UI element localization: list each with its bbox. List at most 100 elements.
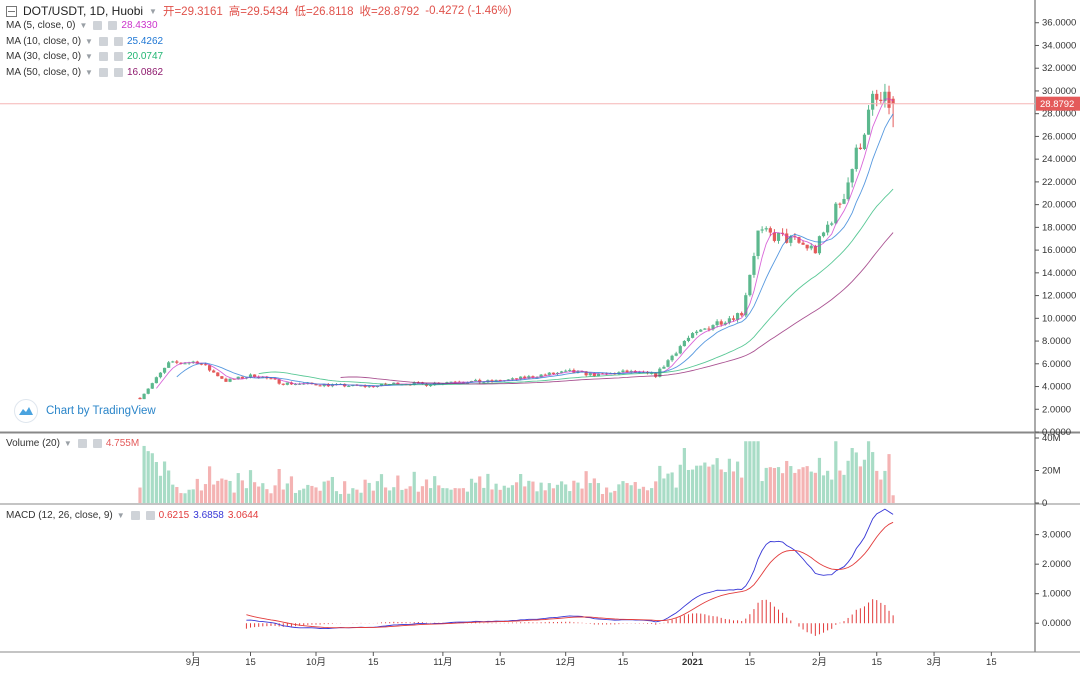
candle-body bbox=[797, 237, 801, 243]
volume-bar bbox=[277, 468, 281, 503]
chevron-down-icon[interactable]: ▼ bbox=[116, 511, 125, 520]
time-tick-label: 2021 bbox=[682, 657, 704, 668]
volume-bar bbox=[195, 478, 199, 503]
candle-body bbox=[150, 383, 154, 389]
candle-body bbox=[846, 182, 850, 200]
settings-icon[interactable] bbox=[77, 439, 87, 448]
volume-bar bbox=[539, 482, 543, 503]
close-icon[interactable] bbox=[113, 52, 123, 61]
volume-bar bbox=[678, 464, 682, 503]
low-value: 低=26.8118 bbox=[294, 6, 354, 18]
volume-bar bbox=[789, 466, 793, 503]
candle-body bbox=[756, 230, 760, 257]
volume-bar bbox=[285, 483, 289, 503]
ma5-legend[interactable]: MA (5, close, 0) ▼ 28.4330 bbox=[6, 20, 158, 31]
close-icon[interactable] bbox=[113, 37, 123, 46]
volume-legend[interactable]: Volume (20) ▼ 4.755M bbox=[6, 438, 139, 449]
candle-body bbox=[519, 376, 523, 380]
volume-bar bbox=[445, 488, 449, 503]
close-icon[interactable] bbox=[145, 511, 155, 520]
volume-bar bbox=[682, 448, 686, 503]
time-tick-label: 11月 bbox=[433, 657, 452, 668]
volume-bar bbox=[490, 489, 494, 503]
candle-body bbox=[809, 245, 813, 249]
symbol-label[interactable]: DOT/USDT, 1D, Huobi bbox=[23, 4, 144, 18]
price-tick-label: 2.0000 bbox=[1042, 404, 1071, 415]
candle-body bbox=[543, 374, 547, 376]
candle-body bbox=[449, 381, 453, 383]
volume-bar bbox=[887, 454, 891, 503]
candle-body bbox=[269, 378, 273, 380]
settings-icon[interactable] bbox=[98, 52, 108, 61]
ma10-legend[interactable]: MA (10, close, 0) ▼ 25.4262 bbox=[6, 36, 163, 47]
tradingview-branding[interactable]: Chart by TradingView bbox=[14, 399, 156, 423]
last-price-label: 28.8792 bbox=[1040, 99, 1074, 110]
candle-body bbox=[850, 169, 854, 183]
macd-legend[interactable]: MACD (12, 26, close, 9) ▼ 0.6215 3.6858 … bbox=[6, 510, 258, 521]
volume-bar bbox=[613, 490, 617, 503]
candle-body bbox=[776, 232, 781, 241]
candle-body bbox=[596, 373, 601, 377]
candle-body bbox=[261, 376, 265, 378]
volume-bar bbox=[703, 462, 707, 503]
candle-body bbox=[805, 244, 809, 249]
candle-body bbox=[875, 93, 879, 100]
ma-line-30 bbox=[258, 188, 894, 386]
last-price-tag bbox=[1036, 96, 1080, 111]
candle-body bbox=[568, 369, 572, 371]
settings-icon[interactable] bbox=[130, 511, 140, 520]
volume-bar bbox=[199, 490, 203, 503]
candle-body bbox=[445, 382, 449, 384]
macd-hist-value: 0.6215 bbox=[158, 510, 190, 521]
candle-body bbox=[821, 232, 826, 237]
macd-tick-label: 2.0000 bbox=[1042, 559, 1071, 570]
candle-body bbox=[306, 382, 310, 384]
candle-body bbox=[248, 374, 253, 378]
chevron-down-icon[interactable]: ▼ bbox=[63, 439, 72, 448]
volume-bar bbox=[519, 474, 523, 503]
settings-icon[interactable] bbox=[98, 68, 108, 77]
volume-bar bbox=[265, 489, 269, 503]
close-icon[interactable] bbox=[108, 21, 118, 30]
volume-bar bbox=[707, 466, 711, 503]
chevron-down-icon[interactable]: ▼ bbox=[85, 68, 93, 77]
volume-bar bbox=[756, 441, 760, 503]
volume-bar bbox=[187, 489, 191, 503]
collapse-icon[interactable] bbox=[6, 5, 17, 17]
volume-bar bbox=[727, 458, 731, 503]
volume-bar bbox=[846, 460, 850, 503]
volume-bar bbox=[699, 465, 703, 503]
volume-tick-label: 40M bbox=[1042, 433, 1061, 444]
volume-bar bbox=[588, 483, 592, 503]
chevron-down-icon[interactable]: ▼ bbox=[85, 52, 93, 61]
chevron-down-icon[interactable]: ▼ bbox=[149, 6, 157, 16]
volume-bar bbox=[408, 486, 412, 503]
volume-bar bbox=[514, 482, 519, 503]
candle-body bbox=[318, 385, 322, 387]
candle-body bbox=[871, 93, 875, 110]
candle-body bbox=[592, 372, 596, 377]
candle-body bbox=[887, 91, 891, 108]
settings-icon[interactable] bbox=[93, 21, 103, 30]
time-tick-label: 15 bbox=[745, 657, 756, 668]
close-icon[interactable] bbox=[92, 439, 102, 448]
settings-icon[interactable] bbox=[98, 37, 108, 46]
ma30-legend[interactable]: MA (30, close, 0) ▼ 20.0747 bbox=[6, 51, 163, 62]
close-icon[interactable] bbox=[113, 68, 123, 77]
candle-body bbox=[199, 363, 203, 365]
chevron-down-icon[interactable]: ▼ bbox=[85, 37, 93, 46]
volume-bar bbox=[813, 472, 817, 503]
volume-bar bbox=[281, 489, 285, 503]
volume-bar bbox=[666, 473, 670, 503]
price-tick-label: 22.0000 bbox=[1042, 177, 1076, 188]
candle-body bbox=[760, 229, 764, 231]
ma50-legend[interactable]: MA (50, close, 0) ▼ 16.0862 bbox=[6, 67, 163, 78]
price-tick-label: 10.0000 bbox=[1042, 313, 1076, 324]
chevron-down-icon[interactable]: ▼ bbox=[79, 21, 88, 30]
volume-bar bbox=[179, 493, 183, 503]
candle-body bbox=[723, 322, 727, 325]
volume-bar bbox=[531, 481, 535, 503]
volume-bar bbox=[248, 470, 253, 503]
candle-body bbox=[699, 329, 703, 332]
